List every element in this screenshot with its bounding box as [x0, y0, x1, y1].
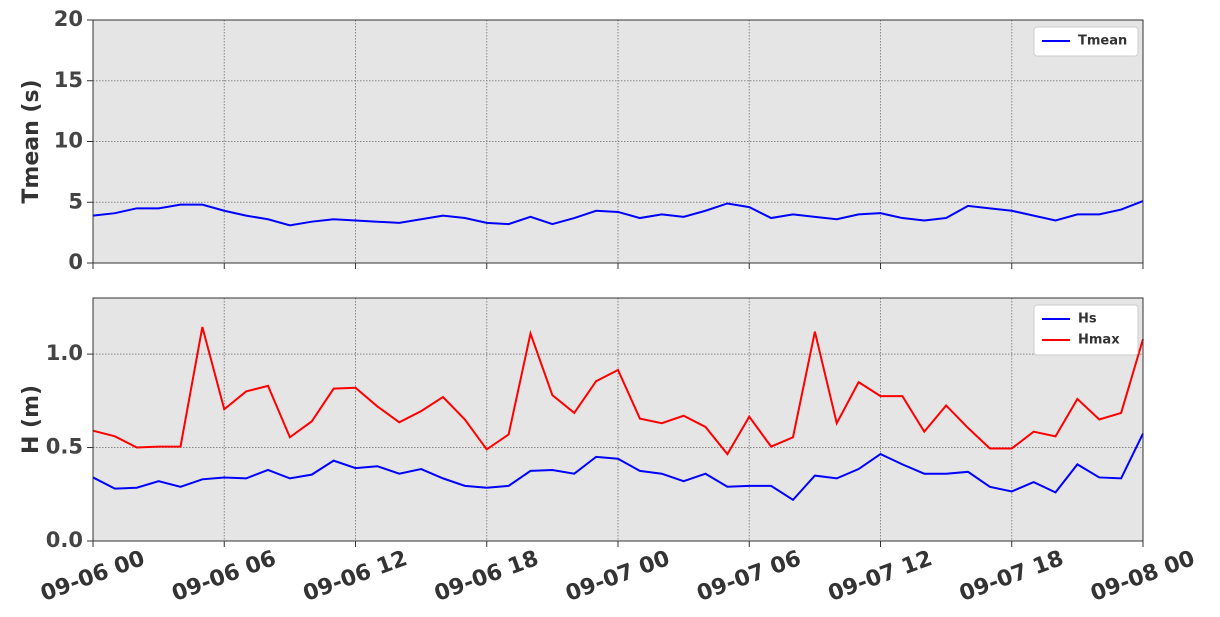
y-tick-label: 15	[54, 68, 83, 92]
legend-box	[1033, 26, 1139, 57]
x-tick-label: 09-06 12	[300, 546, 411, 607]
y-tick-label: 0.0	[46, 528, 83, 552]
x-tick-label: 09-07 18	[956, 546, 1067, 607]
x-tick-label: 09-06 00	[38, 546, 149, 607]
x-tick-label: 09-06 18	[431, 546, 542, 607]
plot-frame	[92, 297, 1144, 542]
legend-label: Hmax	[1078, 333, 1120, 348]
y-axis-label: H (m)	[19, 385, 44, 454]
y-tick-label: 0.5	[46, 435, 83, 459]
legend-box	[1033, 304, 1139, 356]
y-axis-label: Tmean (s)	[19, 79, 44, 203]
y-tick-label: 20	[54, 7, 83, 31]
x-tick-label: 09-07 06	[694, 546, 805, 607]
y-tick-label: 5	[68, 189, 83, 213]
y-tick-label: 0	[68, 250, 83, 274]
y-tick-label: 1.0	[46, 341, 83, 365]
x-tick-label: 09-06 06	[169, 546, 280, 607]
x-tick-label: 09-08 00	[1088, 546, 1199, 607]
legend-label: Hs	[1078, 312, 1097, 327]
x-tick-label: 09-07 00	[563, 546, 674, 607]
x-tick-label: 09-07 12	[825, 546, 936, 607]
plot-frame	[92, 19, 1144, 264]
series-line	[92, 200, 1144, 227]
y-tick-label: 10	[54, 129, 83, 153]
series-line	[92, 433, 1144, 502]
legend-label: Tmean	[1078, 34, 1127, 49]
series-line	[92, 326, 1144, 456]
